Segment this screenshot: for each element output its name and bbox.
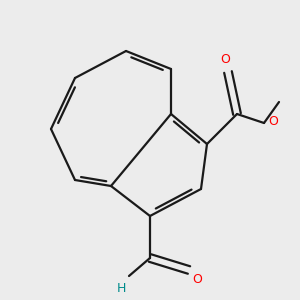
Text: H: H xyxy=(117,282,126,295)
Text: O: O xyxy=(220,53,230,66)
Text: O: O xyxy=(192,273,202,286)
Text: O: O xyxy=(268,115,278,128)
